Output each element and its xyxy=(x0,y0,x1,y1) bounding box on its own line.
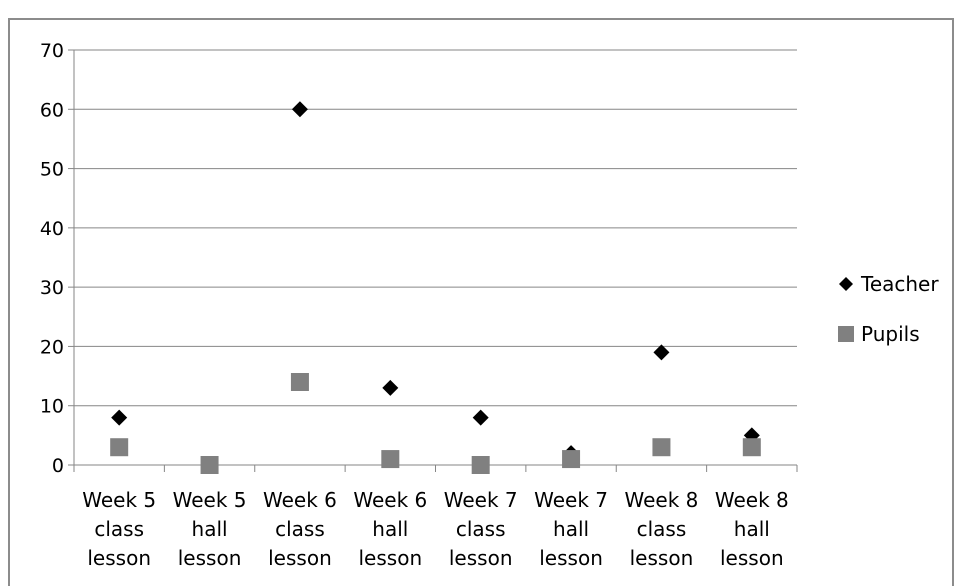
pupils-point xyxy=(742,438,761,457)
y-tick-label: 0 xyxy=(52,455,64,477)
teacher-point xyxy=(472,409,489,426)
legend-pupils-marker xyxy=(838,326,854,342)
x-tick-label: Week 6 hall lesson xyxy=(353,488,427,570)
pupils-point xyxy=(381,450,400,469)
gridlines xyxy=(74,49,797,407)
data-points xyxy=(110,101,761,474)
legend-teacher-label: Teacher xyxy=(860,272,939,296)
legend: Teacher Pupils xyxy=(838,272,939,346)
x-tick-label: Week 5 class lesson xyxy=(82,488,156,570)
y-tick-label: 30 xyxy=(40,277,64,299)
y-tick-label: 40 xyxy=(40,218,64,240)
teacher-point xyxy=(653,344,670,361)
y-tick-label: 60 xyxy=(40,99,64,121)
teacher-point xyxy=(111,409,128,426)
pupils-point xyxy=(652,438,671,457)
y-axis-ticks: 0 10 20 30 40 50 60 70 xyxy=(40,40,74,477)
pupils-point xyxy=(110,438,129,457)
pupils-point xyxy=(471,456,490,474)
axes xyxy=(73,50,797,466)
x-tick-label: Week 8 hall lesson xyxy=(715,488,789,570)
y-tick-label: 20 xyxy=(40,336,64,358)
legend-teacher-marker xyxy=(839,277,853,291)
pupils-point xyxy=(290,373,309,391)
y-tick-label: 70 xyxy=(40,40,64,62)
x-tick-label: Week 7 hall lesson xyxy=(534,488,608,570)
pupils-point xyxy=(562,450,581,469)
x-tick-label: Week 6 class lesson xyxy=(263,488,337,570)
x-tick-label: Week 5 hall lesson xyxy=(173,488,247,570)
teacher-point xyxy=(382,379,399,396)
x-tick-label: Week 7 class lesson xyxy=(444,488,518,570)
pupils-point xyxy=(200,456,219,474)
x-tick-label: Week 8 class lesson xyxy=(624,488,698,570)
y-tick-label: 50 xyxy=(40,159,64,181)
legend-pupils-label: Pupils xyxy=(861,322,920,346)
y-tick-label: 10 xyxy=(40,396,64,418)
teacher-point xyxy=(291,101,308,118)
